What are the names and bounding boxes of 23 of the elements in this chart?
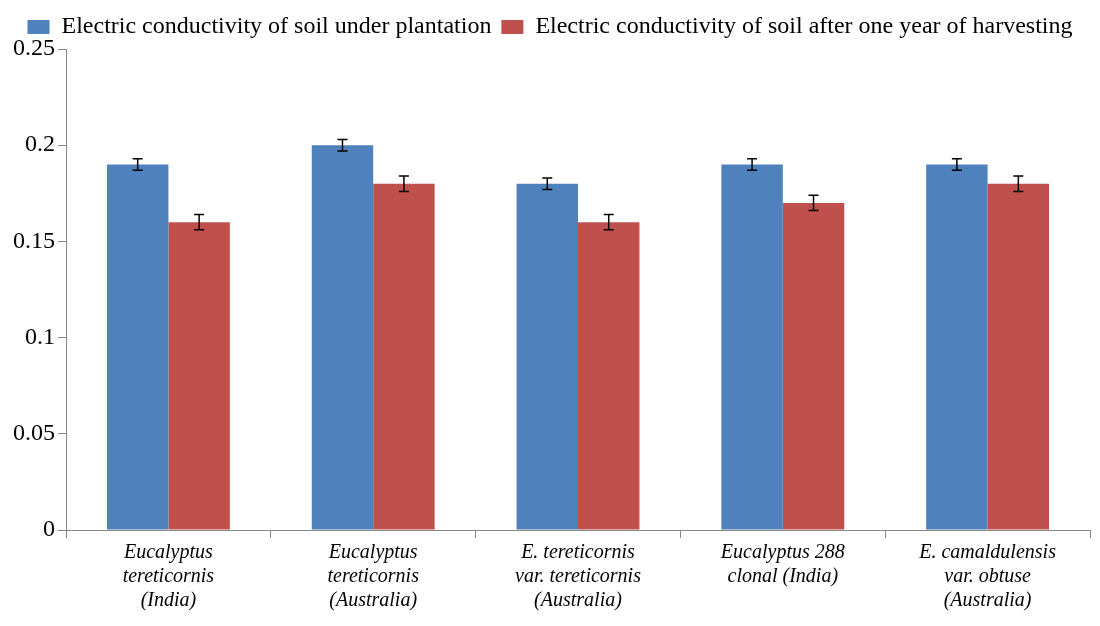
x-tick-label: Eucalyptus tereticornis (Australia) [327, 540, 420, 612]
bar [782, 202, 845, 530]
bar [106, 164, 169, 530]
bar [311, 145, 374, 530]
x-tick-label: E. camaldulensis var. obtuse (Australia) [918, 540, 1057, 612]
bar [578, 222, 640, 530]
y-tick-label: 0.2 [25, 130, 55, 157]
bar [721, 164, 783, 530]
y-tick-label: 0.05 [13, 419, 55, 446]
x-tick-label: Eucalyptus 288 clonal (India) [719, 540, 845, 588]
y-tick-label: 0.1 [25, 322, 55, 349]
y-tick-label: 0 [43, 515, 55, 542]
bar [373, 183, 435, 530]
x-tick-label: E. tereticornis var. tereticornis (Australia) [515, 540, 642, 612]
y-tick-label: 0.15 [13, 226, 55, 253]
x-tick-label: Eucalyptus tereticornis (India) [122, 540, 215, 612]
bar [168, 222, 230, 530]
bar [926, 164, 988, 530]
y-tick-label: 0.25 [13, 34, 55, 61]
bar [516, 183, 578, 530]
legend-label: Electric conductivity of soil under plantation [61, 12, 492, 39]
legend-label: Electric conductivity of soil after one year of harvesting [535, 12, 1073, 39]
bar [987, 183, 1050, 530]
